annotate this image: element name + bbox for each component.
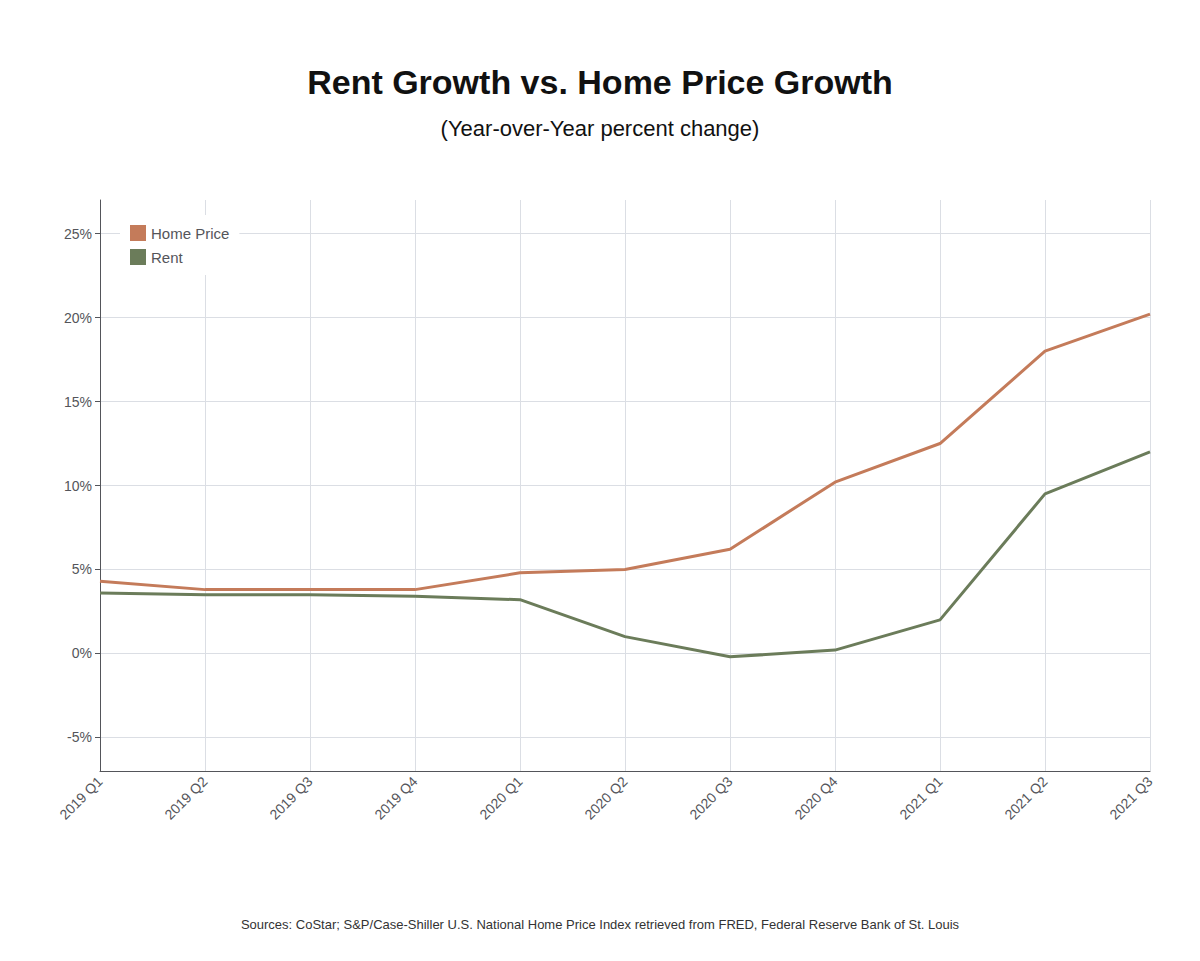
svg-text:20%: 20% [64, 310, 92, 326]
svg-text:2019 Q2: 2019 Q2 [161, 773, 210, 822]
svg-text:15%: 15% [64, 394, 92, 410]
svg-text:Home Price: Home Price [151, 225, 229, 242]
svg-text:2020 Q4: 2020 Q4 [791, 773, 840, 822]
svg-text:0%: 0% [72, 645, 92, 661]
svg-text:2021 Q3: 2021 Q3 [1106, 773, 1155, 822]
svg-text:2019 Q3: 2019 Q3 [266, 773, 315, 822]
svg-text:2020 Q3: 2020 Q3 [686, 773, 735, 822]
svg-text:5%: 5% [72, 561, 92, 577]
svg-text:2020 Q2: 2020 Q2 [581, 773, 630, 822]
svg-text:2020 Q1: 2020 Q1 [476, 773, 525, 822]
svg-text:Rent: Rent [151, 249, 184, 266]
svg-text:(Year-over-Year percent change: (Year-over-Year percent change) [441, 116, 760, 141]
svg-text:2019 Q4: 2019 Q4 [371, 773, 420, 822]
svg-text:25%: 25% [64, 226, 92, 242]
svg-text:Rent Growth vs. Home Price Gro: Rent Growth vs. Home Price Growth [307, 63, 893, 101]
svg-text:-5%: -5% [67, 729, 92, 745]
svg-text:2021 Q1: 2021 Q1 [896, 773, 945, 822]
svg-text:10%: 10% [64, 478, 92, 494]
svg-text:2019 Q1: 2019 Q1 [56, 773, 105, 822]
svg-text:2021 Q2: 2021 Q2 [1001, 773, 1050, 822]
svg-text:Sources: CoStar; S&P/Case-Shil: Sources: CoStar; S&P/Case-Shiller U.S. N… [241, 917, 960, 932]
